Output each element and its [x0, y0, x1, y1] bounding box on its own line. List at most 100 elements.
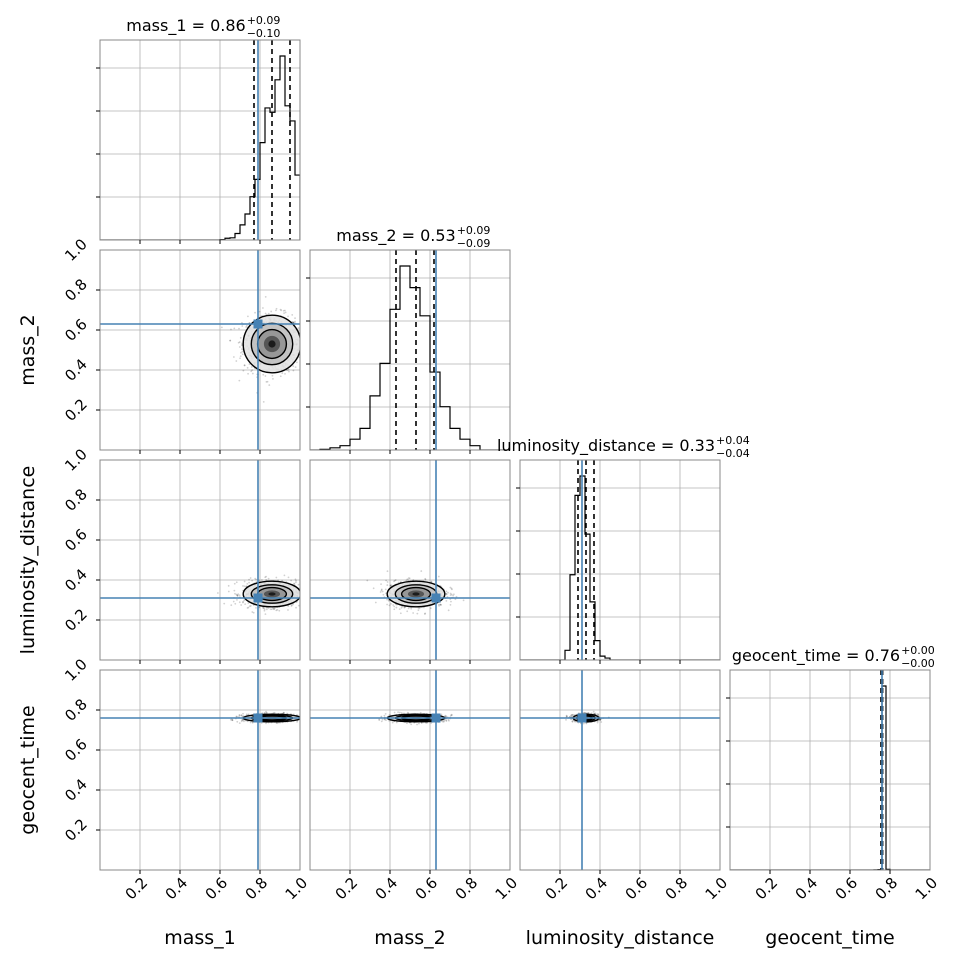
scatter-point [238, 714, 241, 716]
scatter-point [241, 718, 244, 721]
scatter-point [233, 589, 236, 592]
scatter-point [246, 607, 249, 609]
scatter-point [410, 607, 413, 610]
scatter-point [445, 600, 448, 602]
y-tick-label: 1.0 [61, 655, 91, 685]
scatter-point [449, 592, 452, 595]
scatter-point [383, 714, 386, 717]
scatter-point [405, 579, 408, 582]
scatter-point [382, 593, 385, 596]
scatter-point [303, 596, 305, 598]
scatter-point [388, 600, 390, 602]
scatter-point [243, 580, 246, 583]
x-tick-label: 0.2 [332, 874, 362, 904]
scatter-point [241, 601, 244, 604]
scatter-point [281, 372, 284, 374]
scatter-point [455, 595, 458, 598]
scatter-point [449, 714, 452, 717]
scatter-point [266, 712, 268, 714]
y-tick-label: 0.4 [61, 355, 91, 385]
scatter-point [449, 586, 452, 589]
scatter-point [272, 712, 275, 714]
scatter-point [261, 606, 264, 609]
scatter-point [264, 613, 267, 616]
scatter-point [305, 338, 307, 340]
scatter-point [386, 570, 389, 573]
scatter-point [395, 721, 398, 724]
scatter-point [385, 719, 387, 722]
scatter-point [308, 718, 310, 720]
scatter-point [264, 312, 267, 315]
scatter-point [596, 713, 599, 715]
scatter-point [388, 604, 391, 607]
scatter-point [232, 600, 235, 603]
scatter-point [279, 375, 282, 378]
scatter-point [242, 585, 244, 587]
scatter-point [438, 604, 440, 607]
scatter-point [268, 384, 271, 386]
scatter-point [265, 575, 268, 578]
scatter-point [250, 370, 253, 373]
scatter-point [391, 721, 394, 724]
scatter-point [393, 580, 395, 583]
scatter-point [239, 355, 242, 358]
scatter-point [237, 593, 240, 596]
scatter-point [247, 606, 250, 609]
scatter-point [306, 333, 308, 335]
scatter-point [283, 312, 285, 315]
scatter-point [406, 578, 409, 581]
scatter-point [251, 611, 254, 613]
scatter-point [262, 373, 265, 376]
scatter-point [303, 380, 305, 382]
y-tick-label: 0.4 [61, 565, 91, 595]
panel-frame [99, 459, 301, 661]
scatter-point [242, 712, 244, 715]
panel-frame [99, 249, 301, 451]
scatter-point [305, 337, 307, 339]
scatter-point [246, 366, 249, 369]
scatter-point [236, 594, 239, 597]
scatter-point [294, 320, 296, 323]
scatter-point [305, 717, 307, 719]
scatter-point [234, 602, 237, 605]
scatter-point [462, 599, 465, 602]
scatter-point [302, 594, 304, 596]
scatter-point [249, 577, 252, 579]
scatter-point [420, 722, 423, 724]
scatter-point [233, 582, 236, 585]
scatter-point [235, 593, 238, 596]
scatter-point [236, 594, 239, 597]
scatter-point [452, 594, 455, 597]
scatter-point [240, 719, 243, 722]
scatter-point [418, 607, 421, 610]
scatter-point [317, 720, 319, 722]
truth-marker [431, 713, 441, 723]
scatter-point [386, 584, 389, 586]
panel-mass_1-luminosity_distance [100, 460, 307, 660]
scatter-point [305, 595, 307, 597]
scatter-point [297, 583, 300, 586]
scatter-point [304, 719, 306, 721]
scatter-point [273, 711, 276, 714]
panel-title-mass_2: mass_2 = 0.53 [336, 226, 455, 246]
scatter-point [388, 714, 391, 716]
scatter-point [245, 713, 248, 716]
scatter-point [398, 608, 401, 611]
scatter-point [400, 712, 403, 714]
scatter-point [317, 332, 319, 334]
scatter-point [390, 602, 392, 605]
scatter-point [302, 352, 304, 354]
x-tick-label: 0.4 [372, 874, 402, 904]
scatter-point [267, 607, 270, 609]
scatter-point [238, 346, 241, 348]
scatter-point [599, 719, 601, 721]
scatter-point [236, 598, 238, 601]
scatter-point [252, 611, 255, 614]
scatter-point [393, 605, 396, 608]
scatter-point [401, 605, 404, 608]
scatter-point [290, 579, 293, 582]
panel-frame [99, 669, 301, 871]
scatter-point [301, 594, 303, 596]
scatter-point [273, 607, 276, 610]
